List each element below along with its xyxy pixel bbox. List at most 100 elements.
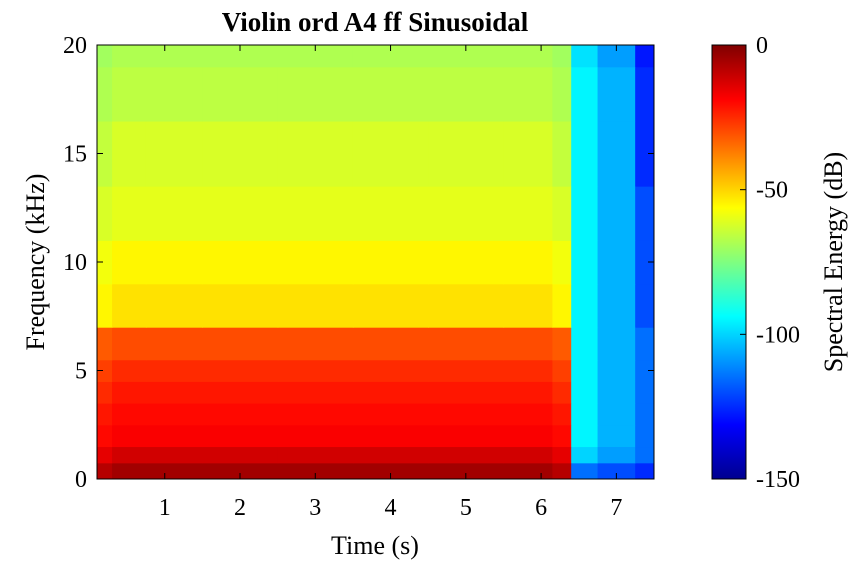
heatmap-cell: [635, 359, 654, 382]
heatmap-cell: [571, 403, 599, 426]
heatmap-cell: [597, 186, 636, 241]
heatmap-cell: [112, 446, 147, 464]
heatmap-cell: [571, 240, 599, 285]
heatmap-cell: [97, 424, 113, 448]
y-tick-label: 10: [63, 250, 87, 276]
heatmap-cell: [112, 186, 147, 241]
heatmap-cell: [597, 403, 636, 426]
heatmap-cell: [503, 424, 553, 448]
heatmap-cell: [352, 283, 429, 328]
heatmap-cell: [112, 462, 147, 479]
heatmap-cell: [97, 359, 113, 382]
y-tick-label: 20: [63, 33, 87, 59]
heatmap-cell: [202, 424, 279, 448]
heatmap-cell: [97, 283, 113, 328]
colorbar-tick-label: -150: [756, 467, 800, 493]
heatmap-cell: [145, 446, 203, 464]
heatmap-cell: [635, 446, 654, 464]
heatmap-cell: [277, 120, 354, 187]
heatmap-cell: [503, 327, 553, 361]
heatmap-cell: [112, 403, 147, 426]
heatmap-cell: [552, 66, 572, 122]
heatmap-cell: [97, 45, 113, 68]
heatmap-cell: [571, 462, 599, 479]
heatmap-cell: [428, 462, 505, 479]
heatmap-cell: [112, 66, 147, 122]
heatmap-cell: [428, 186, 505, 241]
heatmap-cell: [145, 462, 203, 479]
heatmap-cell: [571, 327, 599, 361]
heatmap-cell: [145, 403, 203, 426]
heatmap-cell: [145, 283, 203, 328]
heatmap-cell: [635, 327, 654, 361]
heatmap-cell: [503, 120, 553, 187]
heatmap-cell: [552, 240, 572, 285]
y-tick-label: 15: [63, 142, 87, 168]
heatmap-cell: [597, 120, 636, 187]
colorbar-tick-label: 0: [756, 33, 768, 59]
heatmap-cell: [202, 327, 279, 361]
heatmap-cell: [635, 283, 654, 328]
heatmap-cell: [352, 381, 429, 404]
heatmap-cell: [352, 462, 429, 479]
heatmap-cell: [352, 446, 429, 464]
heatmap-cell: [277, 403, 354, 426]
x-axis-label: Time (s): [331, 531, 419, 560]
heatmap-cell: [112, 359, 147, 382]
x-tick-label: 5: [460, 495, 472, 521]
heatmap-cell: [352, 424, 429, 448]
heatmap-cell: [97, 240, 113, 285]
heatmap-cell: [97, 403, 113, 426]
heatmap-cell: [202, 403, 279, 426]
heatmap-cell: [97, 120, 113, 187]
y-axis-label: Frequency (kHz): [21, 174, 50, 351]
heatmap-cell: [503, 446, 553, 464]
y-tick-label: 5: [75, 359, 87, 385]
heatmap-cell: [635, 381, 654, 404]
x-tick-label: 7: [610, 495, 622, 521]
heatmap-cell: [635, 45, 654, 68]
x-tick-label: 6: [535, 495, 547, 521]
heatmap-cell: [145, 327, 203, 361]
heatmap-cell: [145, 424, 203, 448]
colorbar-label: Spectral Energy (dB): [819, 152, 848, 372]
heatmap-cell: [145, 45, 203, 68]
x-tick-label: 1: [159, 495, 171, 521]
heatmap-cell: [428, 403, 505, 426]
heatmap-cell: [552, 120, 572, 187]
heatmap-cell: [571, 283, 599, 328]
heatmap-cell: [428, 424, 505, 448]
heatmap-cell: [428, 283, 505, 328]
heatmap-cell: [503, 381, 553, 404]
y-axis: 0 5 10 15 20: [63, 33, 654, 493]
heatmap-cell: [145, 66, 203, 122]
x-tick-label: 4: [385, 495, 397, 521]
heatmap-cell: [352, 45, 429, 68]
heatmap-cell: [202, 240, 279, 285]
heatmap-cell: [428, 240, 505, 285]
colorbar-tick-label: -100: [756, 322, 800, 348]
chart-title: Violin ord A4 ff Sinusoidal: [222, 7, 529, 37]
colorbar-axis: 0 -50 -100 -150: [740, 33, 800, 493]
x-tick-label: 2: [234, 495, 246, 521]
heatmap-cell: [112, 381, 147, 404]
heatmap-cell: [277, 283, 354, 328]
heatmap-cell: [97, 186, 113, 241]
heatmap-cell: [97, 66, 113, 122]
heatmap-cell: [352, 120, 429, 187]
heatmap-cell: [145, 186, 203, 241]
heatmap-cell: [597, 359, 636, 382]
heatmap-cell: [552, 283, 572, 328]
heatmap-cell: [277, 359, 354, 382]
heatmap-cell: [277, 446, 354, 464]
heatmap-cell: [145, 240, 203, 285]
heatmap-cell: [597, 240, 636, 285]
heatmap-cell: [352, 240, 429, 285]
heatmap-cell: [552, 424, 572, 448]
heatmap-cell: [503, 45, 553, 68]
heatmap-cell: [597, 424, 636, 448]
heatmap-cell: [552, 462, 572, 479]
heatmap-cell: [112, 45, 147, 68]
heatmap-cell: [635, 186, 654, 241]
heatmap-cell: [352, 403, 429, 426]
